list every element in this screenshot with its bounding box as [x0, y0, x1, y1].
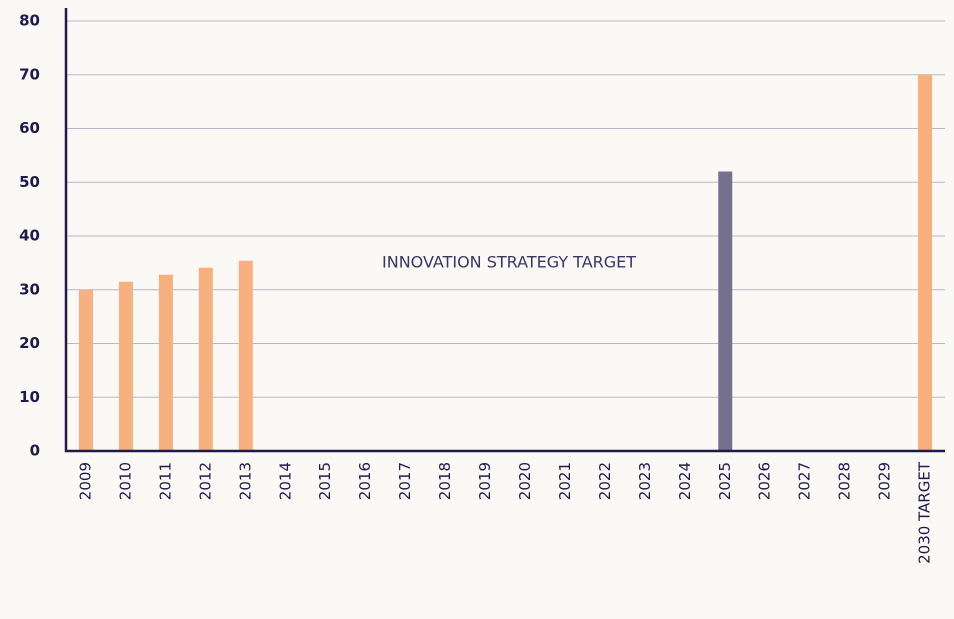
- y-tick-label: 40: [19, 227, 40, 245]
- x-tick-label: 2017: [396, 462, 414, 500]
- x-tick-label: 2012: [196, 462, 214, 500]
- x-tick-label: 2026: [756, 462, 774, 500]
- x-tick-label: 2025: [716, 462, 734, 500]
- y-tick-label: 10: [19, 388, 40, 406]
- x-tick-label: 2019: [476, 462, 494, 500]
- x-tick-label: 2018: [436, 462, 454, 500]
- y-tick-label: 60: [19, 119, 40, 137]
- x-tick-label: 2023: [636, 462, 654, 500]
- y-tick-label: 30: [19, 280, 40, 298]
- x-tick-label: 2022: [596, 462, 614, 500]
- x-tick-label: 2027: [796, 462, 814, 500]
- x-tick-label: 2020: [516, 462, 534, 500]
- x-tick-label: 2029: [876, 462, 894, 500]
- bar: [158, 274, 173, 451]
- bar: [198, 267, 213, 451]
- x-tick-label: 2015: [316, 462, 334, 500]
- x-tick-label: 2021: [556, 462, 574, 500]
- y-tick-label: 0: [30, 442, 40, 460]
- bar: [78, 289, 93, 451]
- bar: [238, 260, 253, 451]
- annotation: INNOVATION STRATEGY TARGET: [382, 253, 636, 272]
- bar: [718, 171, 733, 451]
- y-tick-label: 80: [19, 12, 40, 30]
- x-tick-label: 2011: [156, 462, 174, 500]
- x-tick-label: 2014: [276, 462, 294, 500]
- x-tick-label: 2024: [676, 462, 694, 500]
- x-tick-label: 2010: [116, 462, 134, 500]
- y-tick-label: 50: [19, 173, 40, 191]
- y-tick-label: 20: [19, 334, 40, 352]
- x-tick-label: 2013: [236, 462, 254, 500]
- bar: [118, 281, 133, 451]
- bar: [918, 74, 933, 451]
- y-tick-label: 70: [19, 65, 40, 83]
- x-tick-label: 2009: [76, 462, 94, 500]
- x-tick-label: 2016: [356, 462, 374, 500]
- x-tick-label: 2028: [836, 462, 854, 500]
- x-tick-label: 2030 TARGET: [916, 461, 934, 564]
